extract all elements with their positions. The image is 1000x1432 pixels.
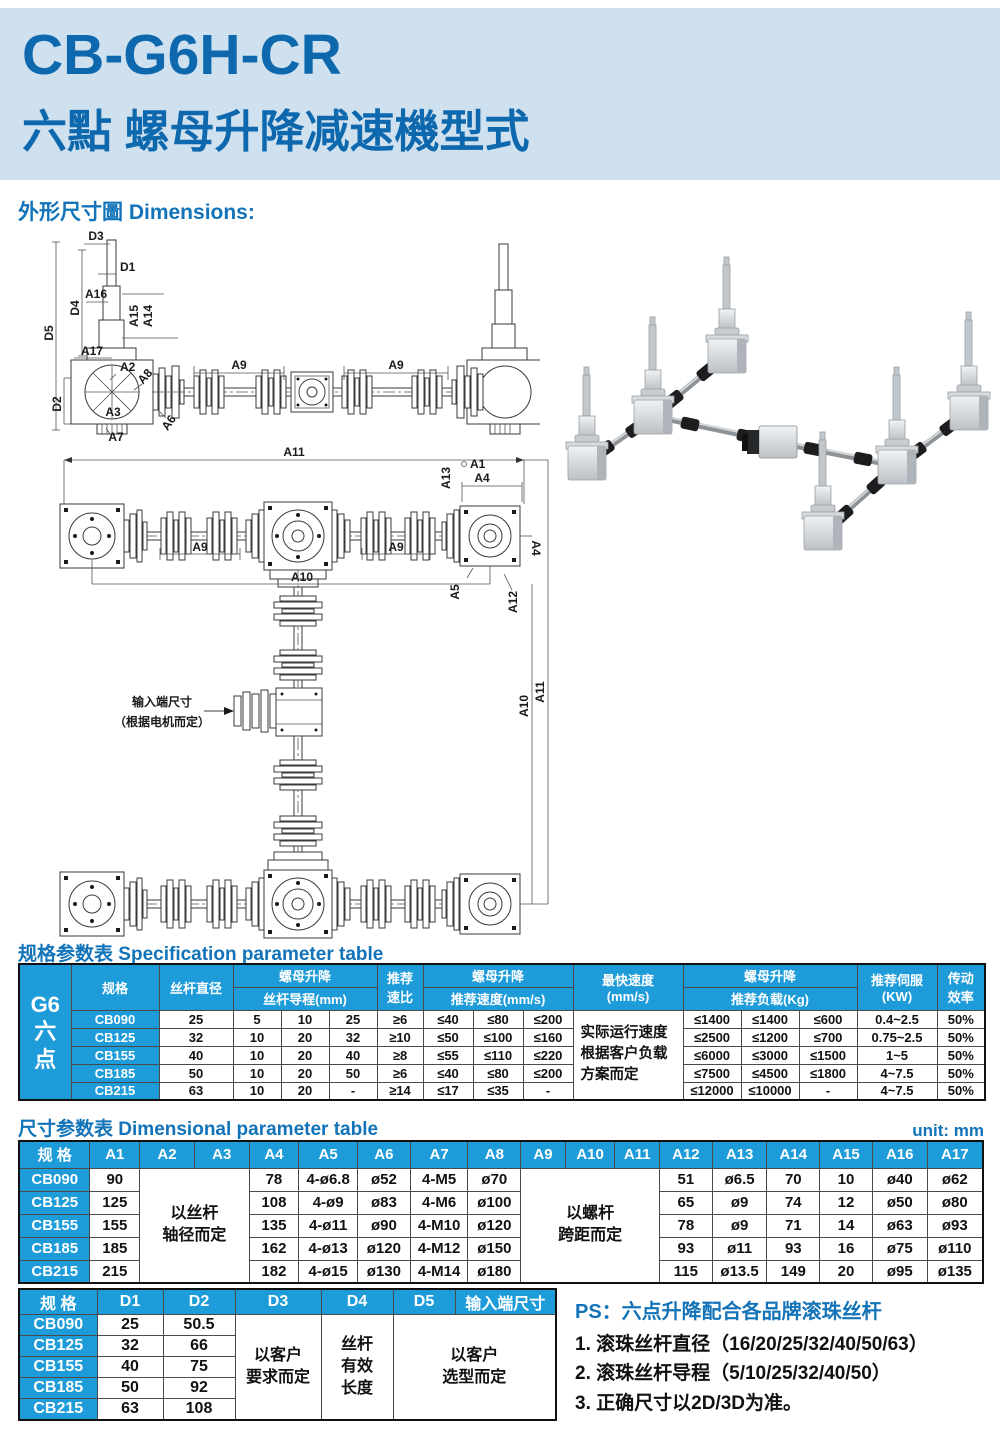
dim-label-a10-vert: A10 (517, 695, 531, 717)
dim-title-zh: 尺寸参数表 (18, 1119, 114, 1140)
ps-item-3: 3. 正确尺寸以2D/3D为准。 (575, 1392, 802, 1414)
spec-row-cb215: CB215 63 10 20- ≥14 ≤17 ≤35- ≤12000 ≤10000-… (19, 1081, 986, 1101)
dim-label-a4-top: A4 (474, 471, 490, 485)
d-row-cb090: CB090 25 50.5 以客户 要求而定 丝杆 有效 长度 以客户 选型而定 (18, 1314, 557, 1420)
center-gearbox-front (290, 371, 334, 413)
dim-label-a1: A1 (470, 457, 486, 471)
spec-speed-note: 实际运行速度 根据客户负载 方案而定 (572, 1009, 684, 1101)
plan-bottom-row (59, 851, 521, 939)
d-dimension-table: 规 格 D1 D2 D3 D4 D5 输入端尺寸 CB090 25 50.5 以… (18, 1288, 557, 1421)
spec-table: G6 六 点 规格 丝杆直径 螺母升降 推荐 速比 螺母升降 最快速度 (mm/s)… (18, 963, 986, 1101)
spec-table-title: 规格参数表 Specification parameter table (18, 939, 383, 966)
a9a11-note: 以螺杆 跨距而定 (520, 1167, 661, 1284)
right-jack-front (451, 243, 540, 435)
d-row-cb215: CB215 63 108 (18, 1398, 556, 1420)
spec-group-label: G6 六 点 (18, 963, 72, 1101)
a-row-cb090: CB090 90 以丝杆 轴径而定 78 4-ø6.8 ø52 4-M5 ø70… (18, 1167, 984, 1284)
front-view-drawing: D3 D1 A16 D4 D5 A15 A14 A17 A2 A8 A3 D2 … (42, 229, 540, 442)
plan-top-row (59, 501, 521, 588)
page-subtitle: 六點 螺母升降减速機型式 (22, 106, 530, 157)
unit-label: unit: mm (912, 1121, 984, 1140)
dim-label-a11-top: A11 (283, 445, 305, 459)
plan-dimensions-toprow: A9 A9 A10 A1 A13 A4 A4 A5 A12 (91, 457, 543, 613)
d3-note: 以客户 要求而定 (234, 1314, 322, 1420)
page-title: CB-G6H-CR (22, 23, 342, 87)
col-header-load: 推荐负载(Kg) (682, 986, 858, 1011)
a2a3-note: 以丝杆 轴径而定 (139, 1167, 250, 1284)
dim-label-a15: A15 (127, 305, 141, 327)
dim-label-a14: A14 (141, 305, 155, 327)
dim-label-d4: D4 (68, 300, 82, 316)
dim-label-a12: A12 (506, 591, 520, 613)
dim-label-a4-right: A4 (529, 540, 543, 556)
dim-label-a7: A7 (108, 430, 124, 442)
a-row-cb155: CB155 155 135 4-ø11 ø90 4-M10 ø120 78 ø9… (18, 1213, 984, 1238)
d5-note: 以客户 选型而定 (392, 1314, 557, 1420)
iso-jacks (565, 256, 991, 551)
col-header-servo: 推荐伺服 (KW) (856, 963, 938, 1011)
header-band (0, 8, 1000, 180)
col-header-ratio: 推荐 速比 (376, 963, 424, 1011)
dim-label-d1: D1 (120, 260, 136, 274)
plan-vertical-shaft: 输入端尺寸 （根据电机而定） (114, 570, 323, 876)
dim-label-d3: D3 (88, 229, 104, 243)
input-note-line1: 输入端尺寸 (132, 694, 192, 709)
dim-label-a5: A5 (448, 584, 462, 600)
dim-label-a2: A2 (120, 360, 136, 374)
a-row-cb215: CB215 215 182 4-ø15 ø130 4-M14 ø180 115 … (18, 1259, 984, 1284)
dim-label-a9-plan-right: A9 (388, 540, 404, 554)
dim-label-a10-mid: A10 (291, 570, 313, 584)
d4-note: 丝杆 有效 长度 (320, 1314, 394, 1420)
dim-label-d2: D2 (50, 396, 64, 412)
dim-label-d5: D5 (42, 325, 56, 341)
spec-row-cb185: CB185 50 10 20 50 ≥6 ≤40 ≤80 ≤200 ≤7500 ≤4500… (19, 1063, 986, 1083)
dim-table-title-row: 尺寸参数表 Dimensional parameter table unit: … (18, 1114, 984, 1141)
col-header-lead: 丝杆导程(mm) (232, 986, 378, 1011)
spec-row-cb125: CB125 32 10 20 32 ≥10 ≤50 ≤100 ≤160 ≤2500 ≤12… (19, 1027, 986, 1047)
dimensions-heading: 外形尺寸圖 Dimensions: (18, 201, 255, 224)
dim-label-a9-left: A9 (231, 358, 247, 372)
spec-row-cb090: CB090 25 5 10 25 ≥6 ≤40 ≤80 ≤200 实际运行速度 根据客户… (19, 1009, 986, 1101)
dim-label-a9-right: A9 (388, 358, 404, 372)
ps-item-2: 2. 滚珠丝杆导程（5/10/25/32/40/50） (575, 1363, 891, 1385)
d-header-input: 输入端尺寸 (454, 1288, 557, 1315)
col-header-speed: 推荐速度(mm/s) (422, 986, 574, 1011)
col-header-nut-lift-1: 螺母升降 (232, 963, 378, 988)
col-header-nut-lift-3: 螺母升降 (682, 963, 858, 988)
dim-table-title: 尺寸参数表 Dimensional parameter table (18, 1114, 378, 1141)
d-row-cb185: CB185 50 92 (18, 1377, 556, 1399)
input-note-line2: （根据电机而定） (114, 714, 210, 729)
dim-label-a9-plan-left: A9 (192, 540, 208, 554)
d-header-model: 规 格 (18, 1288, 98, 1315)
col-header-model: 规格 (70, 963, 160, 1011)
isometric-3d-view (565, 256, 991, 551)
col-header-efficiency: 传动 效率 (936, 963, 986, 1011)
a-header-model: 规 格 (18, 1140, 91, 1169)
ps-item-1: 1. 滚珠丝杆直径（16/20/25/32/40/50/63） (575, 1334, 928, 1355)
dim-label-a13: A13 (439, 467, 453, 489)
plan-dimensions-right: A10 A11 (517, 459, 549, 905)
plan-dimensions-top: A11 (63, 445, 525, 504)
ps-notes: PS：六点升降配合各品牌滚珠丝杆 1. 滚珠丝杆直径（16/20/25/32/4… (575, 1295, 995, 1418)
spec-title-en: Specification parameter table (118, 944, 384, 965)
dim-label-a17: A17 (81, 344, 103, 358)
spec-title-zh: 规格参数表 (18, 944, 114, 965)
front-dimensions: D3 D1 A16 D4 D5 A15 A14 A17 A2 A8 A3 D2 … (42, 229, 449, 442)
dim-label-a16: A16 (85, 287, 107, 301)
dim-label-a3: A3 (105, 405, 121, 419)
a-row-cb125: CB125 125 108 4-ø9 ø83 4-M6 ø100 65 ø9 7… (18, 1190, 984, 1215)
plan-view-drawing: A11 (59, 445, 549, 939)
iso-motor (742, 425, 798, 459)
dim-title-en: Dimensional parameter table (118, 1119, 379, 1140)
dimensional-table: 规 格 A1 A2 A3 A4 A5 A6 A7 A8 A9 A10 A11 A… (18, 1140, 984, 1284)
ps-title: PS：六点升降配合各品牌滚珠丝杆 (575, 1301, 882, 1323)
col-header-nut-lift-2: 螺母升降 (422, 963, 574, 988)
d-row-cb125: CB125 32 66 (18, 1335, 556, 1357)
col-header-screw-dia: 丝杆直径 (158, 963, 234, 1011)
dim-label-a11-vert: A11 (533, 681, 547, 703)
spec-row-cb155: CB155 40 10 20 40 ≥8 ≤55 ≤110 ≤220 ≤6000 ≤300… (19, 1045, 986, 1065)
col-header-max-speed: 最快速度 (mm/s) (572, 963, 684, 1011)
line-shafts-front (152, 369, 470, 415)
